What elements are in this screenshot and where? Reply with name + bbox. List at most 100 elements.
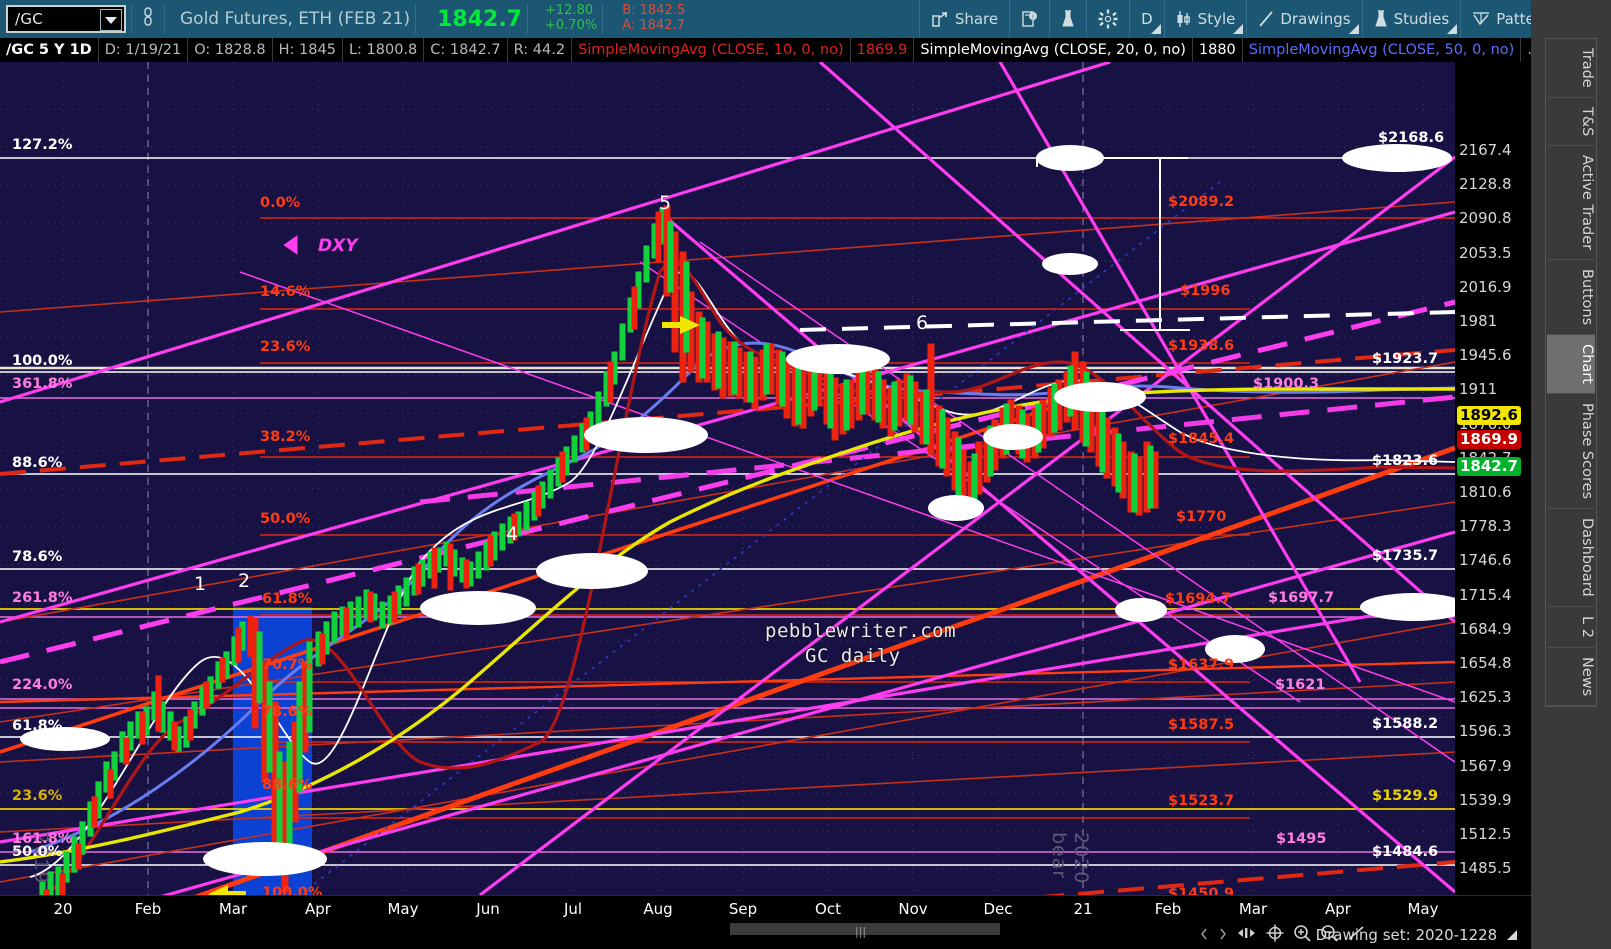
candle-icon: [1176, 10, 1192, 28]
style-button[interactable]: Style: [1163, 0, 1247, 38]
price-level-label: $1588.2: [1372, 716, 1439, 732]
time-axis[interactable]: 20 Feb Mar Apr May Jun Jul Aug Sep Oct Nov Dec 21 Feb…: [0, 895, 1531, 921]
price-level-label: $1587.5: [1168, 717, 1235, 733]
chevron-down-icon: [1447, 24, 1458, 34]
price-axis-tick: 1684.9: [1459, 619, 1512, 638]
next-arrow-icon[interactable]: [1218, 926, 1228, 944]
price-level-label: $1523.7: [1168, 793, 1235, 809]
sidebar-item-chart[interactable]: Chart: [1547, 335, 1595, 395]
drawing-set-selector[interactable]: Drawing set: 2020-1228: [1316, 926, 1517, 944]
time-axis-tick: May: [1407, 900, 1439, 918]
sidebar-item-active-trader[interactable]: Active Trader: [1547, 146, 1595, 261]
sidebar-item-news[interactable]: News: [1547, 647, 1595, 707]
horizontal-scrollbar[interactable]: [730, 923, 1000, 935]
symbol-input[interactable]: /GC: [6, 5, 126, 33]
fib-level-label: 127.2%: [12, 137, 73, 153]
price-axis[interactable]: 2167.4 2128.8 2090.8 2053.5 2016.9 1981 1945.6…: [1455, 62, 1531, 946]
style-label: Style: [1197, 10, 1236, 28]
last-price: 1842.7: [437, 6, 522, 32]
time-axis-tick: Apr: [1325, 900, 1351, 918]
fib-level-label: 261.8%: [12, 590, 73, 606]
price-axis-badge: 1869.9: [1457, 430, 1521, 449]
wave-count-label: 5: [659, 192, 672, 214]
info-sma10-value: 1869.9: [851, 38, 915, 62]
note-info-button[interactable]: i: [1009, 0, 1049, 38]
info-sma20-label[interactable]: SimpleMovingAvg (CLOSE, 20, 0, no): [914, 38, 1193, 62]
fib-level-label: 224.0%: [12, 677, 73, 693]
fib-level-label: 38.2%: [260, 429, 311, 445]
year-2020-bear-label: 2020 bear: [1048, 832, 1092, 885]
prev-arrow-icon[interactable]: [1199, 926, 1209, 944]
draw-line-icon[interactable]: [1347, 925, 1365, 945]
timeframe-button[interactable]: D: [1129, 0, 1164, 38]
info-symbol-timeframe[interactable]: /GC 5 Y 1D: [0, 38, 99, 62]
divider: [602, 4, 604, 34]
fib-level-label: 23.6%: [260, 339, 311, 355]
sidebar-items: Trade T&S Active Trader Buttons Chart Phase S…: [1545, 38, 1597, 708]
studies-flask-button[interactable]: [1049, 0, 1086, 38]
price-axis-tick: 1596.3: [1459, 722, 1512, 741]
svg-text:i: i: [1032, 14, 1034, 21]
info-open: O: 1828.8: [188, 38, 273, 62]
time-axis-tick: May: [387, 900, 419, 918]
watermark-subtitle: GC daily: [805, 645, 901, 667]
price-axis-tick: 1654.8: [1459, 654, 1512, 672]
info-sma50-label[interactable]: SimpleMovingAvg (CLOSE, 50, 0, no): [1243, 38, 1522, 62]
sidebar-item-l-2[interactable]: L 2: [1547, 606, 1595, 648]
price-axis-tick: 2128.8: [1459, 175, 1512, 194]
fib-level-label: 0.0%: [260, 195, 301, 211]
sidebar-item-label: Phase Scores: [1579, 403, 1595, 500]
time-axis-tick: Jun: [476, 900, 500, 918]
sidebar-item-dashboard[interactable]: Dashboard: [1547, 509, 1595, 607]
zoom-out-icon[interactable]: [1320, 924, 1338, 946]
fib-level-label: 100.0%: [262, 885, 323, 895]
price-level-label: $1996: [1180, 283, 1231, 299]
right-sidebar[interactable]: Trade T&S Active Trader Buttons Chart Phase S…: [1531, 0, 1611, 949]
share-icon: [931, 10, 949, 28]
studies-button[interactable]: Studies: [1361, 0, 1461, 38]
wave-count-label: 1: [194, 573, 207, 595]
price-chart[interactable]: 2019 2020 bear DXY pebblewriter.com GC d…: [0, 62, 1455, 895]
scrollbar-grip-icon[interactable]: |||: [855, 925, 867, 938]
settings-button[interactable]: [1086, 0, 1129, 38]
pan-icon[interactable]: [1237, 926, 1257, 944]
sidebar-item-label: Dashboard: [1579, 518, 1595, 597]
price-level-label: $1900.3: [1253, 376, 1320, 392]
share-button[interactable]: Share: [918, 0, 1009, 38]
symbol-dropdown-arrow[interactable]: [100, 9, 122, 31]
info-sma10-label[interactable]: SimpleMovingAvg (CLOSE, 10, 0, no): [572, 38, 851, 62]
fib-level-label: 50.0%: [12, 844, 63, 860]
time-axis-tick: Feb: [1154, 900, 1182, 918]
chart-info-bar: /GC 5 Y 1D D: 1/19/21 O: 1828.8 H: 1845 …: [0, 38, 1611, 62]
time-axis-tick: Sep: [728, 900, 758, 918]
sidebar-item-phase-scores[interactable]: Phase Scores: [1547, 394, 1595, 510]
price-axis-tick: 1746.6: [1459, 551, 1512, 570]
price-level-label: $1450.9: [1168, 886, 1235, 895]
fib-level-label: 61.8%: [12, 718, 63, 734]
fib-level-label: 100.0%: [12, 353, 73, 369]
share-label: Share: [954, 10, 999, 28]
price-axis-tick: 2053.5: [1459, 243, 1512, 262]
chart-graphics: [0, 62, 1455, 895]
crosshair-icon[interactable]: [1266, 924, 1284, 946]
zoom-in-icon[interactable]: [1293, 924, 1311, 946]
dxy-annotation: DXY: [318, 236, 358, 256]
fib-level-label: 78.6%: [262, 704, 313, 720]
price-axis-tick: 1625.3: [1459, 688, 1512, 707]
fib-level-label: 88.6%: [262, 777, 313, 793]
sidebar-item-t-s[interactable]: T&S: [1547, 97, 1595, 147]
sidebar-item-buttons[interactable]: Buttons: [1547, 260, 1595, 336]
fib-level-label: 361.8%: [12, 376, 73, 392]
sidebar-item-trade[interactable]: Trade: [1547, 39, 1595, 98]
price-axis-tick: 2167.4: [1459, 141, 1512, 159]
link-chain-icon[interactable]: [137, 7, 159, 31]
drawings-button[interactable]: Drawings: [1246, 0, 1361, 38]
price-axis-tick: 2016.9: [1459, 277, 1512, 296]
info-low: L: 1800.8: [343, 38, 425, 62]
fib-level-label: 88.6%: [12, 455, 63, 471]
wave-count-label: 2: [238, 570, 251, 592]
time-axis-tick: Jul: [563, 900, 583, 918]
chart-bottom-bar: |||: [0, 921, 1531, 949]
time-axis-tick: Dec: [983, 900, 1013, 918]
time-axis-tick: 20: [53, 900, 73, 918]
